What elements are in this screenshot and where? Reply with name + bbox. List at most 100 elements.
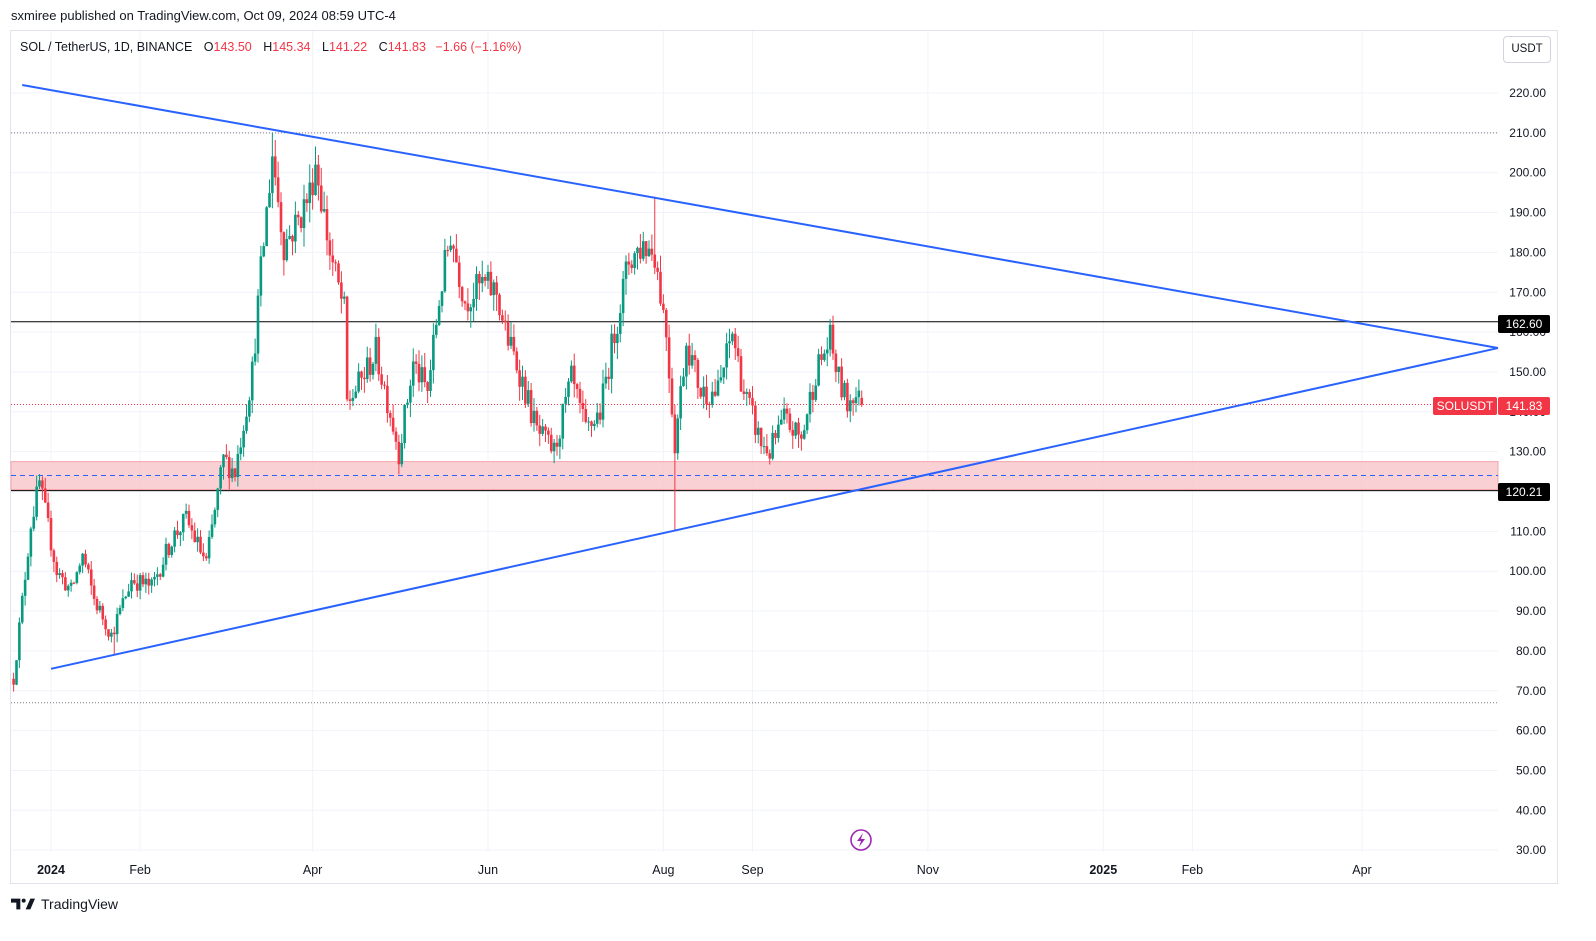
candle-body — [731, 333, 734, 342]
candle-body — [512, 336, 516, 352]
low-label: L — [321, 40, 329, 54]
candle-body — [595, 412, 599, 424]
time-tick-label: 2025 — [1089, 863, 1117, 877]
change-value: −1.66 (−1.16%) — [435, 40, 522, 54]
support-zone — [10, 461, 1499, 491]
candle-body — [273, 156, 277, 178]
lightning-icon[interactable] — [850, 829, 872, 851]
price-tick-label: 190.00 — [1509, 206, 1546, 220]
symbol-tag: SOLUSDT — [1437, 399, 1494, 413]
candle-body — [475, 273, 478, 299]
currency-button[interactable]: USDT — [1503, 36, 1551, 63]
candle-body — [173, 530, 176, 547]
candle-body — [708, 404, 711, 406]
footer-brand[interactable]: TradingView — [11, 896, 118, 912]
candle-body — [670, 378, 674, 415]
symbol-title[interactable]: SOL / TetherUS, 1D, BINANCE — [20, 40, 193, 54]
price-tick-label: 60.00 — [1516, 724, 1546, 738]
low-value: 141.22 — [328, 40, 368, 54]
candle-body — [860, 397, 864, 405]
candle-body — [230, 468, 234, 479]
candle-body — [578, 388, 582, 404]
candle-body — [360, 371, 363, 378]
last-price-tag: 141.83 — [1506, 399, 1543, 413]
high-value: 145.34 — [272, 40, 311, 54]
candle-body — [181, 513, 185, 533]
time-axis[interactable]: 2024 Feb Apr Jun Aug Sep Nov 2025 Feb Apr — [37, 863, 1372, 877]
candle-body — [265, 207, 268, 247]
candle-body — [719, 377, 723, 381]
candle-body — [135, 583, 139, 591]
candle-body — [607, 376, 611, 379]
time-tick-label: Aug — [652, 863, 674, 877]
candle-body — [276, 177, 280, 203]
candle-body — [308, 182, 312, 204]
price-tick-label: 80.00 — [1516, 644, 1546, 658]
candle-body — [656, 267, 659, 272]
candle-body — [388, 413, 392, 418]
open-value: 143.50 — [213, 40, 252, 54]
candle-body — [414, 361, 418, 364]
candle-body — [814, 385, 818, 400]
candle-body — [294, 214, 297, 242]
candle-body — [768, 453, 772, 459]
price-tick-label: 90.00 — [1516, 604, 1546, 618]
chart-frame — [10, 30, 1558, 884]
candle-body — [501, 315, 504, 321]
candle-body — [440, 291, 444, 306]
candle-body — [363, 377, 366, 380]
candle-body — [710, 391, 714, 405]
price-tick-label: 100.00 — [1509, 564, 1546, 578]
candle-body — [124, 596, 128, 599]
time-tick-label: Feb — [129, 863, 151, 877]
time-tick-label: Nov — [917, 863, 940, 877]
candle-body — [800, 434, 803, 439]
candle-body — [52, 550, 56, 562]
candle-body — [386, 385, 389, 414]
upper-trendline — [22, 84, 1499, 350]
candle-body — [348, 399, 352, 401]
candle-body — [687, 345, 691, 366]
candle-body — [110, 632, 113, 637]
candle-body — [288, 235, 291, 239]
candle-body — [690, 355, 694, 366]
candle-body — [259, 256, 263, 296]
candle-body — [716, 380, 720, 396]
symbol-tag-bg — [1433, 397, 1497, 415]
time-tick-label: Apr — [1352, 863, 1371, 877]
candle-body — [627, 261, 631, 265]
candle-body — [492, 282, 496, 296]
candle-body — [429, 370, 432, 391]
price-tick-label: 170.00 — [1509, 285, 1546, 299]
candle-body — [618, 313, 622, 334]
candle-body — [745, 392, 749, 394]
price-axis[interactable]: 220.00210.00200.00190.00180.00170.00160.… — [1509, 86, 1546, 857]
candle-body — [236, 453, 240, 478]
candle-body — [659, 271, 662, 304]
candle-body — [797, 422, 800, 435]
price-tick-label: 130.00 — [1509, 445, 1546, 459]
close-value: 141.83 — [387, 40, 426, 54]
candle-body — [383, 384, 386, 386]
candle-body — [547, 430, 550, 435]
candle-body — [64, 577, 67, 591]
candle-body — [299, 217, 303, 229]
candle-body — [593, 423, 596, 427]
candle-body — [811, 391, 815, 400]
candle-body — [549, 434, 553, 452]
candle-body — [469, 307, 473, 312]
candle-body — [58, 573, 61, 576]
candle-body — [604, 376, 608, 384]
tradingview-logo-icon — [11, 898, 35, 910]
trendlines[interactable] — [22, 84, 1499, 670]
candle-body — [480, 276, 484, 284]
candle-body — [61, 573, 64, 578]
candle-body — [199, 536, 202, 553]
candle-body — [43, 488, 47, 503]
candle-body — [572, 365, 576, 385]
candle-body — [219, 467, 222, 489]
candle-body — [98, 605, 102, 611]
candle-body — [667, 337, 671, 379]
candle-body — [748, 392, 751, 398]
